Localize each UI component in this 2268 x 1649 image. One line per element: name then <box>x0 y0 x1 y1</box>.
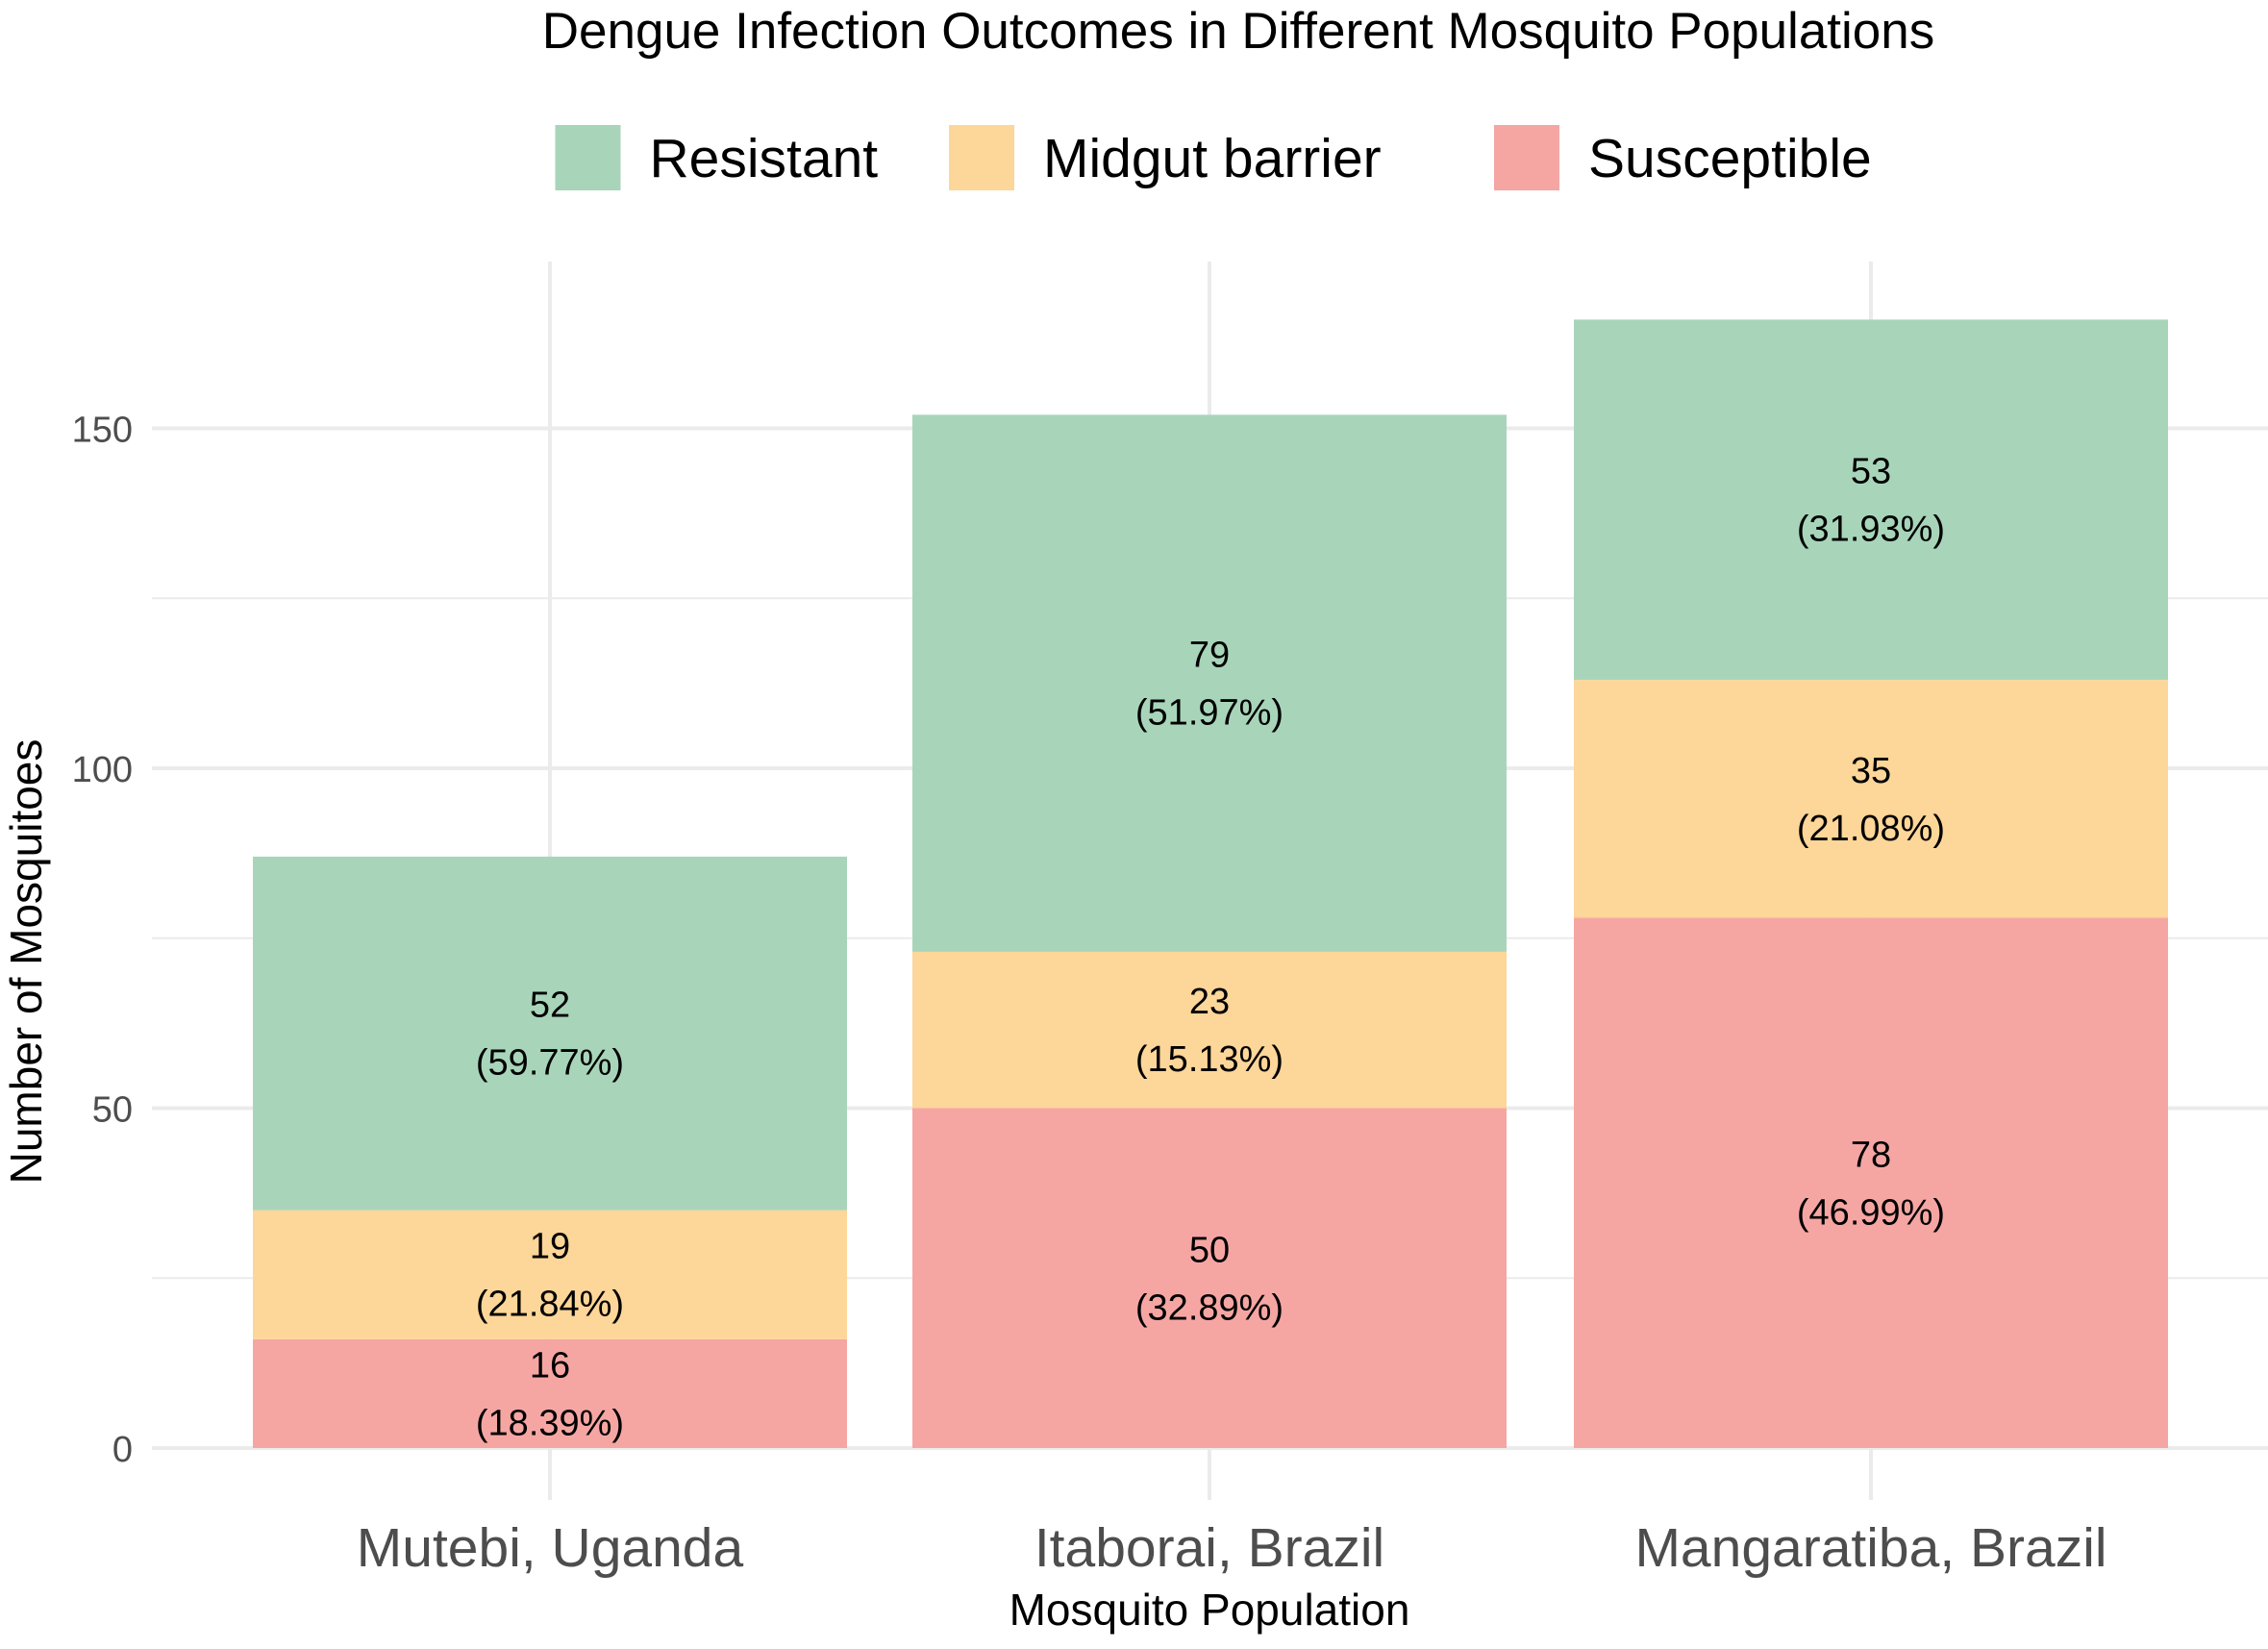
data-label-percent: (46.99%) <box>1797 1192 1945 1233</box>
bar-susceptible <box>1574 917 2168 1448</box>
bar-susceptible <box>912 1108 1507 1448</box>
bar-midgut-barrier <box>1574 680 2168 918</box>
data-label-percent: (32.89%) <box>1135 1287 1284 1328</box>
legend-key-resistant <box>555 125 621 190</box>
data-label-value: 50 <box>1189 1230 1230 1270</box>
bar-resistant <box>253 856 847 1211</box>
y-tick-label: 50 <box>92 1090 133 1131</box>
x-tick-label: Itaborai, Brazil <box>1034 1517 1384 1579</box>
data-label-percent: (51.97%) <box>1135 693 1284 734</box>
data-label-value: 19 <box>530 1227 570 1267</box>
x-axis-ticks: Mutebi, Uganda Itaborai, Brazil Mangaratib… <box>357 1517 2107 1579</box>
data-label-value: 35 <box>1851 751 1891 791</box>
data-label-value: 53 <box>1851 452 1891 492</box>
legend-label-midgut-barrier: Midgut barrier <box>1043 128 1382 189</box>
y-tick-label: 100 <box>72 750 133 790</box>
data-label-percent: (15.13%) <box>1135 1039 1284 1080</box>
data-label-percent: (18.39%) <box>476 1403 624 1443</box>
bar-resistant <box>1574 319 2168 681</box>
data-label-percent: (59.77%) <box>476 1043 624 1084</box>
bar-susceptible <box>253 1338 847 1448</box>
data-label-percent: (21.08%) <box>1797 809 1945 849</box>
data-label-value: 16 <box>530 1345 570 1386</box>
y-tick-label: 150 <box>72 411 133 451</box>
data-label-value: 78 <box>1851 1135 1891 1175</box>
bar-midgut-barrier <box>912 951 1507 1109</box>
y-axis-title: Number of Mosquitoes <box>1 739 51 1185</box>
data-labels: 16 (18.39%) 19 (21.84%) 52 (59.77%) 50 (32.89%)… <box>476 452 1945 1444</box>
chart-title: Dengue Infection Outcomes in Different M… <box>542 3 1935 60</box>
x-tick-label: Mangaratiba, Brazil <box>1634 1517 2106 1579</box>
bars <box>253 319 2168 1448</box>
data-label-value: 23 <box>1189 982 1230 1022</box>
data-label-value: 52 <box>530 986 570 1026</box>
bar-resistant <box>912 414 1507 952</box>
x-tick-label: Mutebi, Uganda <box>357 1517 744 1579</box>
y-axis-ticks: 0 50 100 150 <box>72 411 133 1471</box>
legend-key-susceptible <box>1494 125 1559 190</box>
bar-midgut-barrier <box>253 1210 847 1339</box>
legend-label-resistant: Resistant <box>650 128 879 189</box>
x-axis-title: Mosquito Population <box>1009 1585 1410 1635</box>
legend-label-susceptible: Susceptible <box>1588 128 1872 189</box>
data-label-value: 79 <box>1189 636 1230 676</box>
legend: Resistant Midgut barrier Susceptible <box>555 125 1872 190</box>
data-label-percent: (31.93%) <box>1797 510 1945 550</box>
y-tick-label: 0 <box>112 1430 133 1470</box>
data-label-percent: (21.84%) <box>476 1285 624 1325</box>
legend-key-midgut-barrier <box>949 125 1014 190</box>
